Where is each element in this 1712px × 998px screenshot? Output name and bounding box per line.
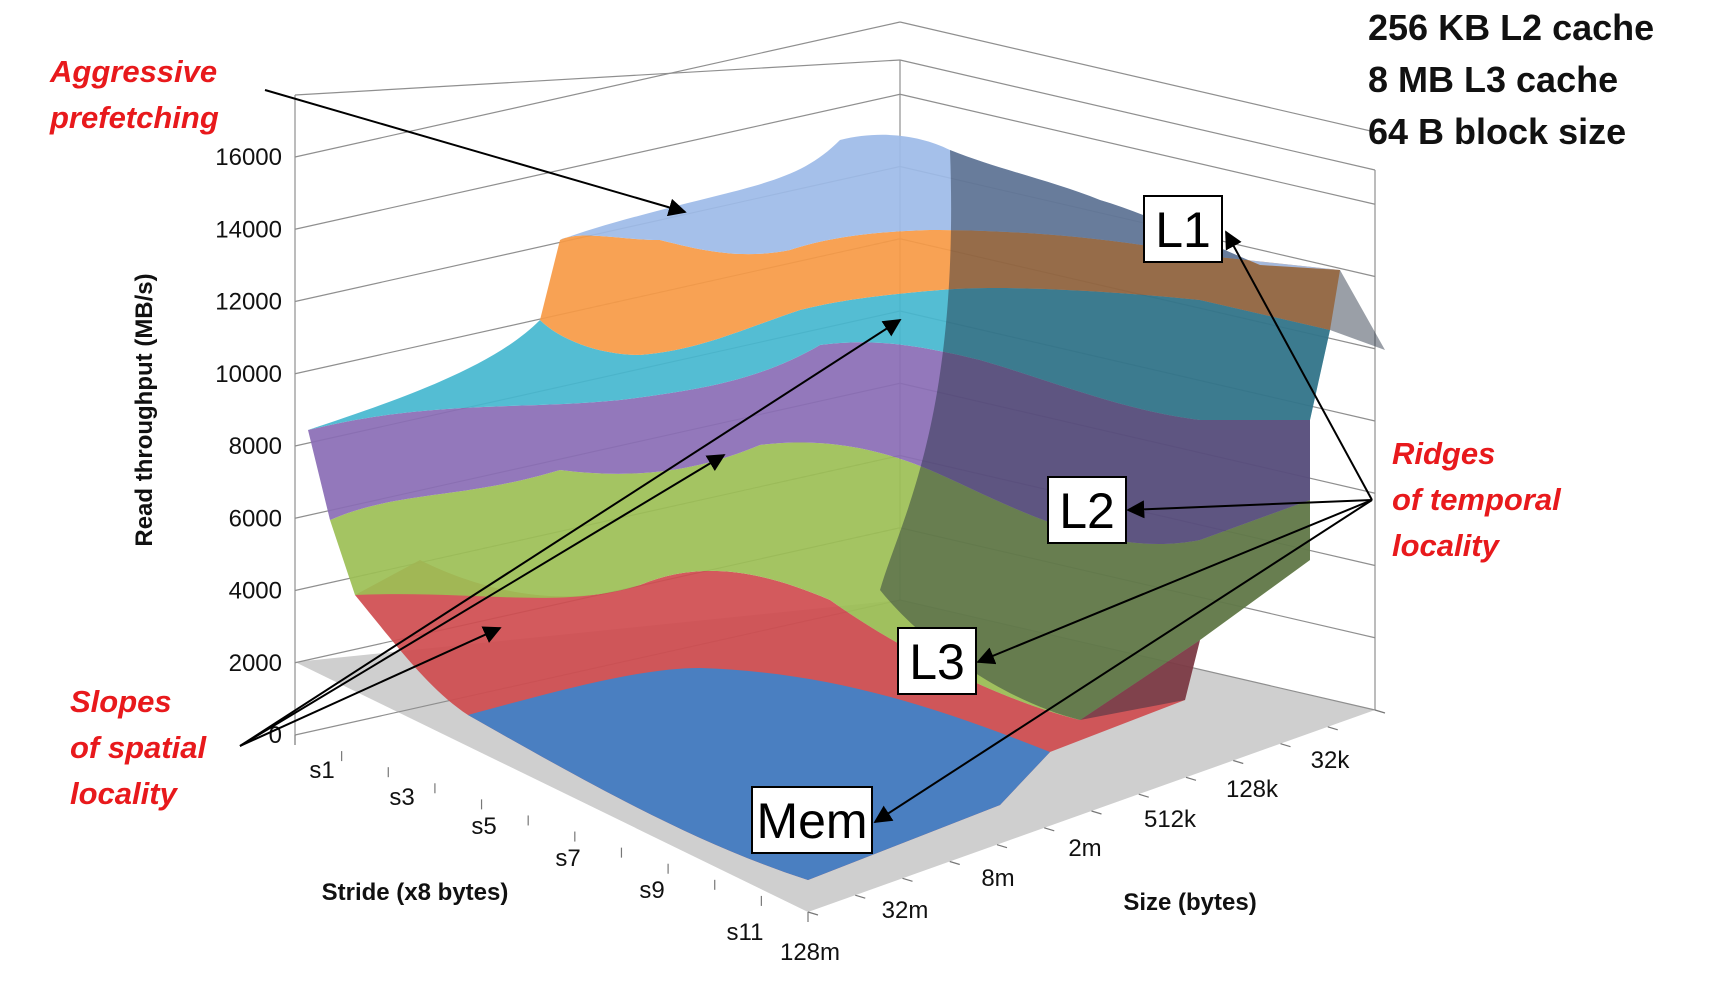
z-tick-label: 14000 [215,216,282,243]
svg-text:Mem: Mem [756,793,867,849]
surface-band [540,230,1340,355]
size-tick-label: 128m [780,939,840,966]
stride-tick-label: s11 [727,919,764,946]
stride-axis-ticks: s1 s3 s5 s7 s9 s11 [294,735,809,946]
box-l1: L1 [1143,195,1223,263]
size-tick-mark [996,844,1008,849]
annot-spatial-line3: locality [70,776,179,811]
arrow-temporal-l3 [976,499,1373,665]
info-line-block: 64 B block size [1368,111,1626,152]
box-mem: Mem [751,786,873,854]
stride-tick-label: s7 [555,845,580,872]
annot-prefetch-line1: Aggressive [49,54,217,89]
annot-temporal-line3: locality [1392,528,1501,563]
z-gridline-left [294,93,901,230]
surface-mem-region [468,668,1050,880]
size-tick-mark [1138,793,1149,798]
arrow-temporal-mem [873,499,1373,823]
z-tick-label: 12000 [215,289,282,316]
annot-spatial-line1: Slopes [70,684,172,719]
size-tick-label: 2m [1068,835,1101,862]
arrow-spatial-3 [239,319,902,747]
svg-text:L3: L3 [909,634,965,690]
z-tick-label: 2000 [229,650,282,677]
svg-text:L2: L2 [1059,483,1115,539]
z-tick-label: 10000 [215,361,282,388]
arrow-spatial-2 [239,454,726,747]
size-tick-mark [1044,827,1055,832]
z-tick-label: 4000 [229,578,282,605]
box-l3: L3 [897,627,977,695]
size-tick-mark [1280,743,1291,748]
arrow-temporal-l1 [1225,230,1373,501]
arrow-temporal-l2 [1126,499,1373,519]
size-tick-mark [1185,776,1197,781]
surface-band [308,288,1330,430]
z-gridline-right [899,93,1376,205]
info-line-l2: 256 KB L2 cache [1368,7,1654,48]
size-tick-mark [807,911,819,916]
size-tick-label: 32m [882,897,929,924]
stride-tick-label: s1 [309,757,334,784]
stride-tick-label: s3 [389,784,414,811]
stride-tick-label: s5 [471,813,496,840]
size-tick-mark [1091,810,1102,815]
top-left-edge [294,59,901,96]
info-line-l3: 8 MB L3 cache [1368,59,1618,100]
size-axis-title: Size (bytes) [1123,889,1256,916]
size-tick-label: 32k [1311,747,1351,774]
box-l2: L2 [1047,476,1127,544]
stride-axis-title: Stride (x8 bytes) [322,879,509,906]
surface-band [330,442,1310,720]
z-gridline-right [899,21,1376,133]
top-right-edge [899,59,1376,171]
z-tick-label: 6000 [229,505,282,532]
z-tick-label: 16000 [215,144,282,171]
annot-prefetch-line2: prefetching [49,100,219,135]
arrow-spatial-1 [239,626,502,747]
size-tick-mark [1327,726,1338,731]
annot-temporal-line2: of temporal [1392,482,1562,517]
size-tick-label: 128k [1226,776,1279,803]
size-tick-label: 8m [981,865,1014,892]
annot-spatial-line2: of spatial [70,730,207,765]
size-tick-mark [1233,759,1244,765]
size-tick-mark [949,860,960,866]
size-axis-ticks: 32k 128k 512k 2m 8m 32m 128m [780,709,1386,966]
z-axis-title: Read throughput (MB/s) [131,273,158,546]
size-tick-mark [855,894,866,899]
size-tick-mark [902,877,913,882]
stride-tick-label: s9 [639,877,664,904]
arrow-prefetch [264,89,687,217]
annot-temporal-line1: Ridges [1392,436,1495,471]
svg-text:L1: L1 [1155,202,1211,258]
z-tick-label: 8000 [229,433,282,460]
z-gridline-left [294,21,901,158]
size-tick-mark [1374,709,1386,714]
size-tick-label: 512k [1144,806,1197,833]
